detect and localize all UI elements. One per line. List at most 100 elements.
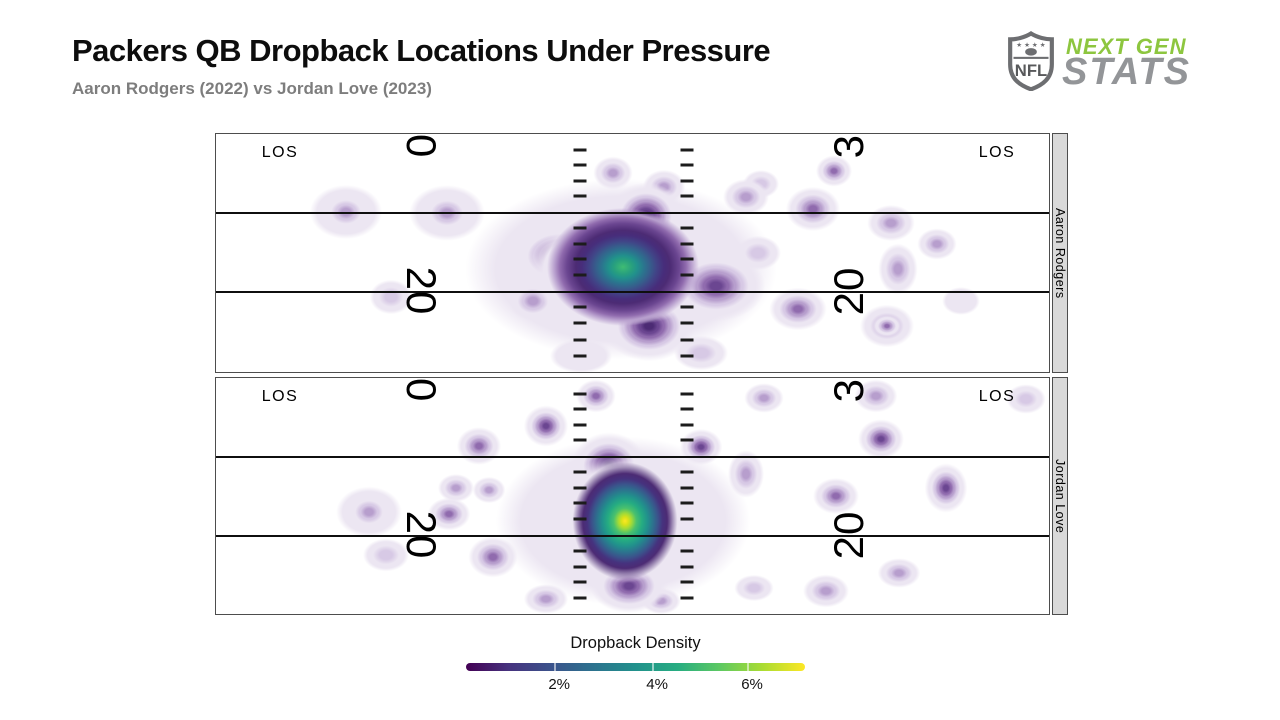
logo-next-gen-text: NEXT GEN bbox=[1066, 34, 1187, 59]
hash-mark bbox=[573, 517, 587, 521]
density-blob bbox=[798, 571, 854, 611]
hash-mark bbox=[573, 338, 587, 342]
hash-mark bbox=[680, 407, 694, 411]
yard-lines-layer bbox=[216, 134, 1049, 372]
density-blob bbox=[740, 380, 788, 416]
hash-mark bbox=[680, 179, 694, 183]
hash-mark bbox=[680, 257, 694, 261]
field-panel-jordan-love: LOS LOS 30 30 20 20 bbox=[215, 377, 1050, 615]
yard-number-20-right: 20 bbox=[825, 266, 872, 316]
density-blob bbox=[365, 276, 417, 318]
yard-number-20-left: 20 bbox=[398, 510, 445, 560]
yard-line bbox=[216, 456, 1049, 458]
density-blob bbox=[850, 378, 902, 416]
facet-label-jordan-love: Jordan Love bbox=[1052, 377, 1068, 615]
hash-mark bbox=[573, 321, 587, 325]
nfl-shield-label: NFL bbox=[1015, 61, 1047, 80]
los-label-left: LOS bbox=[261, 144, 299, 161]
density-blob bbox=[342, 490, 396, 534]
legend-title: Dropback Density bbox=[570, 634, 701, 652]
hash-mark bbox=[680, 423, 694, 427]
legend-tick-label: 2% bbox=[548, 676, 570, 693]
hash-mark bbox=[573, 423, 587, 427]
hash-marks-layer bbox=[216, 378, 1049, 614]
los-label-left: LOS bbox=[261, 388, 299, 405]
hash-mark bbox=[573, 549, 587, 553]
hash-mark bbox=[573, 501, 587, 505]
hash-mark bbox=[573, 438, 587, 442]
hash-mark bbox=[680, 194, 694, 198]
hash-mark bbox=[573, 226, 587, 230]
hash-mark bbox=[680, 486, 694, 490]
legend-tick bbox=[554, 663, 557, 671]
yard-lines-layer bbox=[216, 378, 1049, 614]
hash-mark bbox=[680, 242, 694, 246]
hash-mark bbox=[680, 470, 694, 474]
legend-colorbar bbox=[466, 663, 805, 671]
density-blob bbox=[730, 572, 778, 604]
density-blob bbox=[853, 415, 909, 463]
hash-mark bbox=[680, 580, 694, 584]
yard-number-30-right: 30 bbox=[825, 133, 872, 159]
nfl-shield-stars-row1: ★ ★ ★ ★ bbox=[1016, 41, 1045, 49]
facet-label-text: Aaron Rodgers bbox=[1053, 207, 1067, 299]
yard-number-20-right: 20 bbox=[825, 510, 872, 560]
hash-mark bbox=[680, 148, 694, 152]
yard-line bbox=[216, 291, 1049, 293]
yard-line bbox=[216, 212, 1049, 214]
hash-mark bbox=[680, 549, 694, 553]
density-blob bbox=[780, 182, 846, 236]
hash-mark bbox=[680, 596, 694, 600]
hash-mark bbox=[680, 392, 694, 396]
yard-line bbox=[216, 535, 1049, 537]
hash-mark bbox=[680, 338, 694, 342]
nextgen-stats-logo: ★ ★ ★ ★ NFL NEXT GEN STATS bbox=[1006, 30, 1221, 93]
density-blob bbox=[469, 474, 509, 506]
hash-mark bbox=[573, 242, 587, 246]
density-blob bbox=[808, 474, 864, 518]
density-blob bbox=[724, 445, 768, 503]
hash-mark bbox=[680, 226, 694, 230]
hash-mark bbox=[680, 305, 694, 309]
legend-tick-label: 4% bbox=[646, 676, 668, 693]
legend-tick-label: 6% bbox=[741, 676, 763, 693]
hash-mark bbox=[573, 179, 587, 183]
density-blob bbox=[920, 458, 972, 518]
yard-number-20-left: 20 bbox=[398, 266, 445, 316]
density-blob bbox=[913, 225, 961, 263]
los-label-right: LOS bbox=[978, 144, 1016, 161]
density-blob bbox=[547, 208, 699, 326]
density-blob bbox=[463, 532, 523, 582]
hash-mark bbox=[573, 565, 587, 569]
hash-mark bbox=[573, 194, 587, 198]
density-blob bbox=[358, 535, 414, 575]
density-heatmap-jordan-love bbox=[216, 378, 1049, 614]
density-blob bbox=[873, 555, 925, 591]
yard-number-30-left: 30 bbox=[398, 377, 445, 403]
hash-mark bbox=[573, 486, 587, 490]
hash-mark bbox=[573, 580, 587, 584]
hash-marks-layer bbox=[216, 134, 1049, 372]
hash-mark bbox=[573, 392, 587, 396]
density-blob bbox=[452, 423, 506, 469]
hash-mark bbox=[573, 354, 587, 358]
facet-label-text: Jordan Love bbox=[1053, 458, 1067, 534]
density-blob bbox=[568, 457, 682, 585]
density-blob bbox=[1002, 381, 1049, 417]
field-panel-aaron-rodgers: LOS LOS 30 30 20 20 bbox=[215, 133, 1050, 373]
hash-mark bbox=[573, 305, 587, 309]
page-title: Packers QB Dropback Locations Under Pres… bbox=[72, 33, 771, 68]
hash-mark bbox=[573, 273, 587, 277]
hash-mark bbox=[573, 257, 587, 261]
legend-tick bbox=[747, 663, 750, 671]
hash-mark bbox=[680, 565, 694, 569]
hash-mark bbox=[680, 321, 694, 325]
hash-mark bbox=[573, 163, 587, 167]
facet-label-aaron-rodgers: Aaron Rodgers bbox=[1052, 133, 1068, 373]
yard-number-30-right: 30 bbox=[825, 377, 872, 403]
hash-mark bbox=[680, 354, 694, 358]
density-blob bbox=[862, 201, 920, 245]
hash-mark bbox=[573, 407, 587, 411]
yard-number-30-left: 30 bbox=[398, 133, 445, 159]
